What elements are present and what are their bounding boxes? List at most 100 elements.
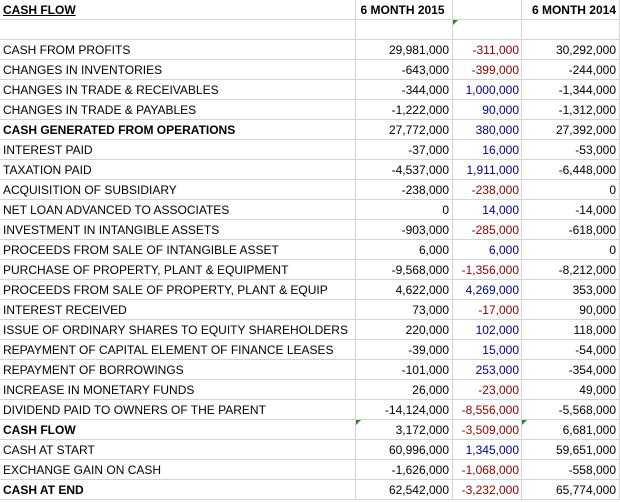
- value-2015[interactable]: 60,996,000: [356, 440, 453, 460]
- value-change[interactable]: -1,068,000: [453, 460, 522, 480]
- row-label[interactable]: CASH GENERATED FROM OPERATIONS: [0, 120, 356, 140]
- value-change[interactable]: 90,000: [453, 100, 522, 120]
- row-label[interactable]: CASH AT END: [0, 480, 356, 500]
- row-label[interactable]: INTEREST RECEIVED: [0, 300, 356, 320]
- row-label[interactable]: PROCEEDS FROM SALE OF PROPERTY, PLANT & …: [0, 280, 356, 300]
- value-2014[interactable]: -618,000: [522, 220, 620, 240]
- value-2015[interactable]: 0: [356, 200, 453, 220]
- row-label[interactable]: DIVIDEND PAID TO OWNERS OF THE PARENT: [0, 400, 356, 420]
- value-2014[interactable]: 30,292,000: [522, 40, 620, 60]
- value-2014[interactable]: -1,312,000: [522, 100, 620, 120]
- row-label[interactable]: CASH FROM PROFITS: [0, 40, 356, 60]
- value-2015[interactable]: -39,000: [356, 340, 453, 360]
- value-2015[interactable]: -101,000: [356, 360, 453, 380]
- value-change[interactable]: -311,000: [453, 40, 522, 60]
- value-2015[interactable]: 6,000: [356, 240, 453, 260]
- value-2014[interactable]: -53,000: [522, 140, 620, 160]
- value-2014[interactable]: 0: [522, 240, 620, 260]
- value-change[interactable]: 16,000: [453, 140, 522, 160]
- value-2015[interactable]: -344,000: [356, 80, 453, 100]
- value-change[interactable]: -238,000: [453, 180, 522, 200]
- value-2014[interactable]: 0: [522, 180, 620, 200]
- sheet-title[interactable]: CASH FLOW: [0, 0, 356, 20]
- row-label[interactable]: EXCHANGE GAIN ON CASH: [0, 460, 356, 480]
- value-change[interactable]: 380,000: [453, 120, 522, 140]
- value-change[interactable]: -8,556,000: [453, 400, 522, 420]
- row-label[interactable]: CASH AT START: [0, 440, 356, 460]
- value-2015[interactable]: -1,626,000: [356, 460, 453, 480]
- value-2014[interactable]: -6,448,000: [522, 160, 620, 180]
- value-2015[interactable]: 3,172,000: [356, 420, 453, 440]
- value-2015[interactable]: -9,568,000: [356, 260, 453, 280]
- value-2015[interactable]: 26,000: [356, 380, 453, 400]
- row-label[interactable]: REPAYMENT OF CAPITAL ELEMENT OF FINANCE …: [0, 340, 356, 360]
- row-label[interactable]: REPAYMENT OF BORROWINGS: [0, 360, 356, 380]
- value-2014[interactable]: -354,000: [522, 360, 620, 380]
- value-2015[interactable]: 220,000: [356, 320, 453, 340]
- value-2015[interactable]: -238,000: [356, 180, 453, 200]
- value-change[interactable]: -3,509,000: [453, 420, 522, 440]
- value-2015[interactable]: -903,000: [356, 220, 453, 240]
- value-change[interactable]: -17,000: [453, 300, 522, 320]
- empty-cell[interactable]: [522, 20, 620, 40]
- value-2014[interactable]: 27,392,000: [522, 120, 620, 140]
- value-change[interactable]: -399,000: [453, 60, 522, 80]
- row-label[interactable]: PURCHASE OF PROPERTY, PLANT & EQUIPMENT: [0, 260, 356, 280]
- row-label[interactable]: INCREASE IN MONETARY FUNDS: [0, 380, 356, 400]
- value-change[interactable]: -285,000: [453, 220, 522, 240]
- value-2014[interactable]: 353,000: [522, 280, 620, 300]
- value-2014[interactable]: 65,774,000: [522, 480, 620, 500]
- row-label[interactable]: CASH FLOW: [0, 420, 356, 440]
- value-change[interactable]: 6,000: [453, 240, 522, 260]
- value-change[interactable]: 1,000,000: [453, 80, 522, 100]
- row-label[interactable]: PROCEEDS FROM SALE OF INTANGIBLE ASSET: [0, 240, 356, 260]
- row-label[interactable]: INVESTMENT IN INTANGIBLE ASSETS: [0, 220, 356, 240]
- value-2015[interactable]: 62,542,000: [356, 480, 453, 500]
- value-change[interactable]: 15,000: [453, 340, 522, 360]
- value-2014[interactable]: -8,212,000: [522, 260, 620, 280]
- value-2015[interactable]: -1,222,000: [356, 100, 453, 120]
- value-change[interactable]: 14,000: [453, 200, 522, 220]
- value-change[interactable]: 253,000: [453, 360, 522, 380]
- value-change[interactable]: 1,345,000: [453, 440, 522, 460]
- value-change[interactable]: -1,356,000: [453, 260, 522, 280]
- column-header-2014[interactable]: 6 MONTH 2014: [522, 0, 620, 20]
- value-2015[interactable]: 29,981,000: [356, 40, 453, 60]
- value-change[interactable]: -23,000: [453, 380, 522, 400]
- row-label[interactable]: CHANGES IN TRADE & RECEIVABLES: [0, 80, 356, 100]
- value-2014[interactable]: 49,000: [522, 380, 620, 400]
- value-2015[interactable]: -643,000: [356, 60, 453, 80]
- value-2014[interactable]: -5,568,000: [522, 400, 620, 420]
- value-2015[interactable]: 4,622,000: [356, 280, 453, 300]
- value-change[interactable]: 102,000: [453, 320, 522, 340]
- value-change[interactable]: 4,269,000: [453, 280, 522, 300]
- value-2015[interactable]: 73,000: [356, 300, 453, 320]
- value-2014[interactable]: -54,000: [522, 340, 620, 360]
- value-2015[interactable]: 27,772,000: [356, 120, 453, 140]
- row-label[interactable]: CHANGES IN INVENTORIES: [0, 60, 356, 80]
- empty-cell[interactable]: [356, 20, 453, 40]
- row-label[interactable]: NET LOAN ADVANCED TO ASSOCIATES: [0, 200, 356, 220]
- value-change[interactable]: 1,911,000: [453, 160, 522, 180]
- value-2014[interactable]: 6,681,000: [522, 420, 620, 440]
- column-header-2015[interactable]: 6 MONTH 2015: [356, 0, 453, 20]
- empty-cell[interactable]: [453, 20, 522, 40]
- row-label[interactable]: CHANGES IN TRADE & PAYABLES: [0, 100, 356, 120]
- value-2014[interactable]: -558,000: [522, 460, 620, 480]
- column-header-change[interactable]: [453, 0, 522, 20]
- value-2015[interactable]: -4,537,000: [356, 160, 453, 180]
- value-2014[interactable]: 59,651,000: [522, 440, 620, 460]
- value-change[interactable]: -3,232,000: [453, 480, 522, 500]
- value-2015[interactable]: -37,000: [356, 140, 453, 160]
- row-label[interactable]: INTEREST PAID: [0, 140, 356, 160]
- row-label[interactable]: TAXATION PAID: [0, 160, 356, 180]
- value-2014[interactable]: 90,000: [522, 300, 620, 320]
- row-label[interactable]: ISSUE OF ORDINARY SHARES TO EQUITY SHARE…: [0, 320, 356, 340]
- value-2014[interactable]: 118,000: [522, 320, 620, 340]
- row-label[interactable]: ACQUISITION OF SUBSIDIARY: [0, 180, 356, 200]
- value-2014[interactable]: -1,344,000: [522, 80, 620, 100]
- value-2014[interactable]: -244,000: [522, 60, 620, 80]
- empty-cell[interactable]: [0, 20, 356, 40]
- value-2014[interactable]: -14,000: [522, 200, 620, 220]
- value-2015[interactable]: -14,124,000: [356, 400, 453, 420]
